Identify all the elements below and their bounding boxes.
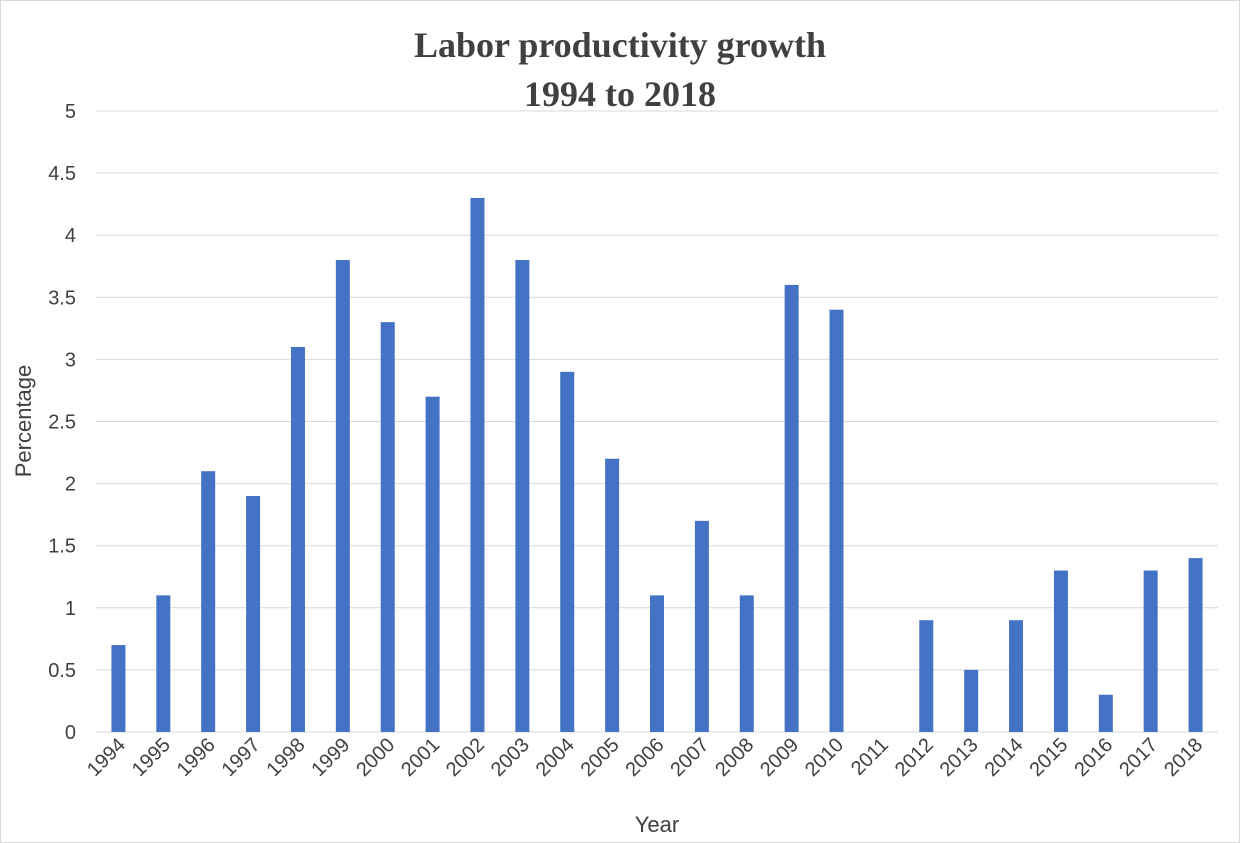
- x-tick-label: 1997: [218, 734, 265, 781]
- x-tick-label: 2001: [397, 734, 444, 781]
- bar-2018: [1188, 558, 1203, 732]
- bar-1998: [290, 346, 305, 732]
- bar-2013: [964, 669, 979, 732]
- y-tick-label: 4.5: [48, 163, 76, 185]
- chart-title-line-2: 1994 to 2018: [524, 74, 716, 114]
- x-tick-label: 2000: [352, 734, 399, 781]
- x-tick-label: 2014: [981, 734, 1028, 781]
- y-tick-label: 2.5: [48, 412, 76, 434]
- bar-2009: [784, 284, 799, 732]
- bar-2014: [1009, 620, 1024, 732]
- y-tick-label: 4: [65, 225, 76, 247]
- chart-title: Labor productivity growth 1994 to 2018: [414, 25, 826, 114]
- bars: [111, 197, 1203, 732]
- bar-2015: [1053, 570, 1068, 732]
- x-tick-label: 1996: [173, 734, 220, 781]
- x-axis-tick-labels: 1994199519961997199819992000200120022003…: [83, 734, 1207, 781]
- x-tick-label: 2004: [532, 734, 579, 781]
- bar-2001: [425, 396, 440, 732]
- bar-2010: [829, 309, 844, 732]
- x-tick-label: 2015: [1025, 734, 1072, 781]
- y-tick-label: 1.5: [48, 536, 76, 558]
- x-axis-title: Year: [635, 812, 679, 837]
- x-tick-label: 1995: [128, 734, 175, 781]
- x-tick-label: 2008: [711, 734, 758, 781]
- bar-2002: [470, 197, 485, 732]
- bar-2006: [650, 595, 664, 732]
- x-tick-label: 2018: [1160, 734, 1207, 781]
- chart-title-line-1: Labor productivity growth: [414, 25, 826, 65]
- bar-2012: [919, 620, 934, 732]
- y-tick-label: 3: [65, 349, 76, 371]
- bar-1995: [156, 595, 171, 732]
- bar-2007: [694, 520, 709, 732]
- bar-2005: [605, 458, 620, 732]
- x-tick-label: 2010: [801, 734, 848, 781]
- x-tick-label: 2005: [577, 734, 624, 781]
- y-tick-label: 5: [65, 101, 76, 123]
- bar-1996: [201, 471, 216, 732]
- bar-1997: [246, 496, 261, 732]
- x-tick-label: 1998: [262, 734, 309, 781]
- x-tick-label: 2016: [1070, 734, 1117, 781]
- y-tick-label: 0: [65, 722, 76, 744]
- x-tick-label: 2011: [847, 734, 893, 780]
- y-tick-label: 2: [65, 474, 76, 496]
- bar-1994: [111, 645, 126, 732]
- x-tick-label: 1999: [307, 734, 354, 781]
- y-axis-title: Percentage: [11, 365, 36, 478]
- x-tick-label: 2002: [442, 734, 489, 781]
- x-tick-label: 2013: [936, 734, 983, 781]
- bar-2017: [1143, 570, 1158, 732]
- x-tick-label: 2007: [666, 734, 713, 781]
- x-tick-label: 1994: [83, 734, 130, 781]
- gridlines: [96, 110, 1218, 733]
- y-tick-label: 0.5: [48, 660, 76, 682]
- y-tick-label: 3.5: [48, 287, 76, 309]
- bar-1999: [335, 260, 350, 732]
- y-axis-tick-labels: 0 0.5 1 1.5 2 2.5 3 3.5 4 4.5 5: [48, 101, 76, 744]
- y-tick-label: 1: [65, 598, 76, 620]
- x-tick-label: 2009: [756, 734, 803, 781]
- bar-2004: [560, 371, 575, 732]
- bar-2003: [515, 260, 530, 732]
- bar-2000: [380, 322, 395, 732]
- x-tick-label: 2017: [1115, 734, 1162, 781]
- bar-2016: [1098, 694, 1113, 732]
- x-tick-label: 2012: [891, 734, 938, 781]
- x-tick-label: 2006: [622, 734, 669, 781]
- x-tick-label: 2003: [487, 734, 534, 781]
- bar-2008: [739, 595, 754, 732]
